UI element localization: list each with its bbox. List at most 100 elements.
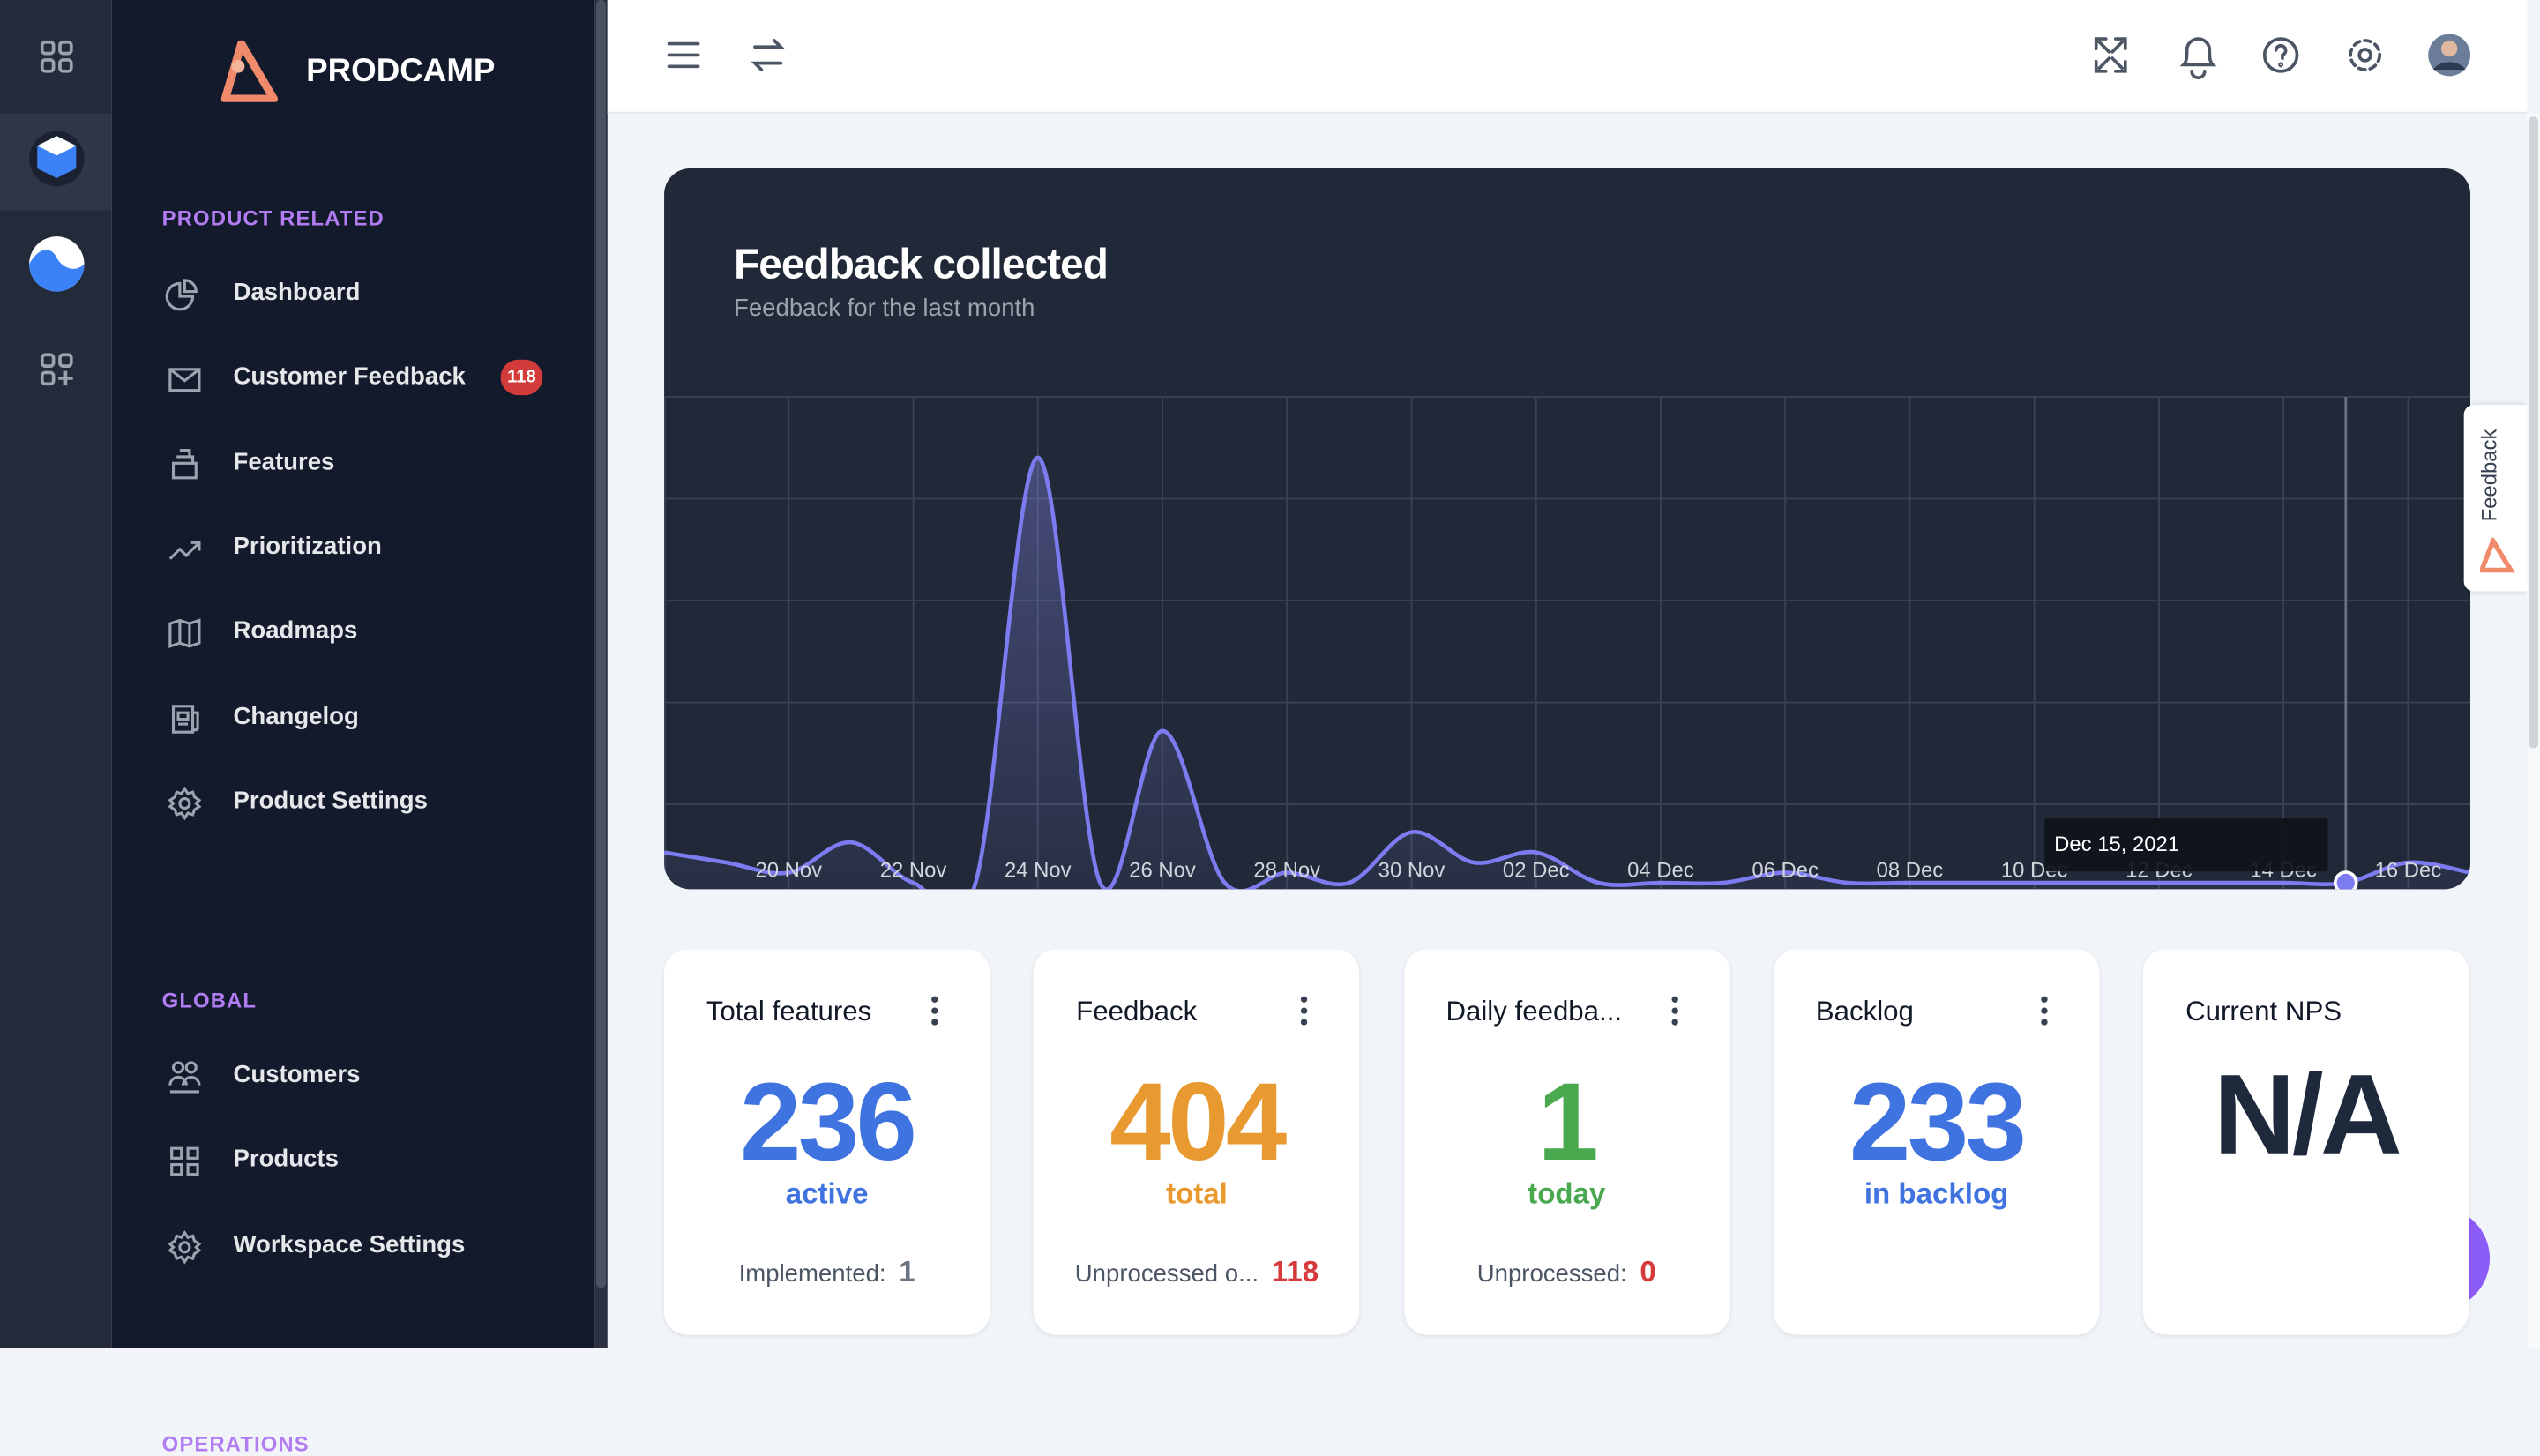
card-title: Feedback bbox=[1076, 996, 1198, 1027]
menu-dot bbox=[1670, 996, 1678, 1003]
stat-card: Daily feedba... 1 today Unprocessed: 0 bbox=[1403, 949, 1729, 1335]
card-caption: in backlog bbox=[1864, 1177, 2009, 1211]
nav-icon bbox=[168, 786, 202, 820]
x-tick-label: 28 Nov bbox=[1253, 858, 1320, 882]
nav-item[interactable]: Customer Feedback 118 bbox=[161, 352, 549, 404]
nav-label: Roadmaps bbox=[233, 617, 358, 646]
card-caption: total bbox=[1166, 1177, 1228, 1211]
sidebar-scroll-thumb bbox=[595, 0, 606, 1288]
top-icons bbox=[667, 34, 2471, 79]
help-button[interactable] bbox=[2262, 37, 2299, 73]
x-tick-label: 30 Nov bbox=[1378, 858, 1446, 882]
menu-dot bbox=[931, 1019, 938, 1026]
footer-value: 1 bbox=[899, 1255, 915, 1288]
nav-label: Products bbox=[233, 1146, 339, 1174]
nav-icon-shape bbox=[168, 368, 201, 392]
notifications-button[interactable] bbox=[2179, 37, 2217, 79]
menu-dot bbox=[1301, 996, 1308, 1003]
footer-label: Unprocessed: bbox=[1476, 1259, 1627, 1288]
card-value: 404 bbox=[1109, 1061, 1287, 1184]
footer-value: 0 bbox=[1640, 1255, 1656, 1288]
card-value: 1 bbox=[1537, 1061, 1598, 1184]
card-title: Backlog bbox=[1815, 996, 1914, 1027]
line-area bbox=[664, 457, 2471, 890]
chart-title: Feedback collected bbox=[734, 242, 1108, 288]
x-tick-label: 16 Dec bbox=[2375, 858, 2442, 882]
card-menu[interactable] bbox=[1666, 993, 1682, 1028]
nav-section-title: OPERATIONS bbox=[161, 1431, 310, 1456]
tooltip-label: Dec 15, 2021 bbox=[2054, 833, 2179, 856]
nav-icon-shape bbox=[170, 1147, 199, 1176]
nav-label: Changelog bbox=[233, 702, 359, 730]
x-tick-label: 22 Nov bbox=[880, 858, 947, 882]
nav-icon bbox=[168, 368, 201, 392]
chart: Feedback collected Feedback for the last… bbox=[664, 242, 2471, 890]
nav-label: Features bbox=[233, 448, 335, 476]
nav-label: Prioritization bbox=[233, 533, 382, 561]
nav-icon bbox=[171, 448, 198, 479]
nav-item[interactable]: Dashboard bbox=[161, 267, 549, 319]
nav-item[interactable]: Products bbox=[161, 1134, 549, 1186]
avatar[interactable] bbox=[2428, 34, 2471, 77]
card-footer: Unprocessed o... 118 bbox=[1034, 1255, 1359, 1289]
tooltip-box bbox=[2044, 818, 2328, 872]
stat-card: Backlog 233 in backlog bbox=[1774, 949, 2100, 1335]
nav-icon-shape bbox=[168, 1061, 201, 1094]
menu-button[interactable] bbox=[667, 41, 700, 69]
stat-card: Feedback 404 total Unprocessed o... 118 bbox=[1034, 949, 1360, 1335]
card-menu[interactable] bbox=[1296, 993, 1312, 1028]
settings-button[interactable] bbox=[2349, 39, 2382, 71]
card-value: N/A bbox=[2213, 1051, 2402, 1178]
nav-icon bbox=[170, 1147, 199, 1176]
menu-dot bbox=[1301, 1019, 1308, 1026]
sidebar: PRODCAMP PRODUCT RELATED Dashboard Custome… bbox=[111, 0, 595, 1456]
nav-item[interactable]: Workspace Settings bbox=[161, 1219, 549, 1271]
nav-section-title: PRODUCT RELATED bbox=[161, 205, 385, 230]
feedback-tab-label: Feedback bbox=[2476, 429, 2501, 522]
nav-icon bbox=[165, 279, 198, 311]
nav-item[interactable]: Product Settings bbox=[161, 775, 549, 827]
feedback-tab-logo bbox=[2480, 537, 2515, 573]
card-menu[interactable] bbox=[927, 993, 943, 1028]
menu-dot bbox=[2041, 1007, 2048, 1014]
x-tick-label: 26 Nov bbox=[1129, 858, 1196, 882]
menu-dot bbox=[931, 1007, 938, 1014]
nav-icon bbox=[168, 1229, 202, 1265]
nav-badge: 118 bbox=[500, 360, 543, 396]
x-tick-label: 02 Dec bbox=[1503, 858, 1570, 882]
nav-item[interactable]: Prioritization bbox=[161, 521, 549, 573]
x-tick-label: 06 Dec bbox=[1752, 858, 1819, 882]
feedback-tab[interactable]: Feedback bbox=[2463, 405, 2528, 592]
card-title: Daily feedba... bbox=[1446, 996, 1623, 1027]
nav-icon bbox=[168, 618, 201, 649]
nav-item[interactable]: Features bbox=[161, 437, 549, 489]
card-value: 236 bbox=[739, 1061, 917, 1184]
nav-label: Customer Feedback bbox=[233, 362, 466, 392]
nav-section-title: GLOBAL bbox=[161, 988, 258, 1013]
rail-icons bbox=[0, 40, 112, 386]
nav-item[interactable]: Roadmaps bbox=[161, 606, 549, 658]
page-scrollbar bbox=[2527, 113, 2540, 1348]
x-tick-label: 20 Nov bbox=[755, 858, 822, 882]
nav-label: Workspace Settings bbox=[233, 1230, 466, 1258]
nav-item[interactable]: Changelog bbox=[161, 691, 549, 743]
nav-icon bbox=[168, 541, 201, 560]
nav-icon bbox=[171, 704, 199, 733]
nav-icon bbox=[168, 1061, 201, 1094]
stat-card: Current NPS N/A bbox=[2143, 949, 2469, 1335]
footer-value: 118 bbox=[1271, 1255, 1319, 1288]
nav-item[interactable]: Customers bbox=[161, 1049, 549, 1101]
menu-dot bbox=[2041, 1019, 2048, 1026]
chart-card: Feedback collected Feedback for the last… bbox=[664, 168, 2471, 890]
nav-icon-shape bbox=[171, 704, 199, 733]
card-menu[interactable] bbox=[2036, 993, 2052, 1028]
nav-icon-shape bbox=[168, 618, 201, 649]
card-title: Total features bbox=[706, 996, 872, 1027]
switch-button[interactable] bbox=[751, 39, 785, 71]
fullscreen-button[interactable] bbox=[2094, 37, 2127, 73]
hover-point bbox=[2334, 870, 2358, 890]
stat-card: Total features 236 active Implemented: 1 bbox=[664, 949, 990, 1335]
brand-logo bbox=[220, 40, 279, 102]
